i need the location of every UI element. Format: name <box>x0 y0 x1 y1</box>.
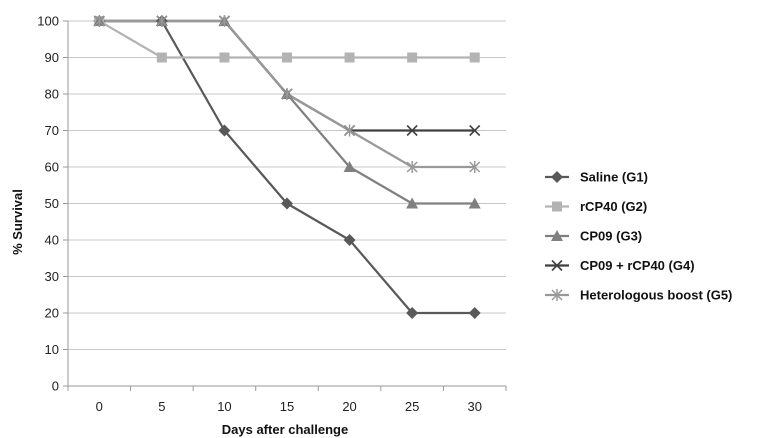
legend: Saline (G1) rCP40 (G2) CP09 (G3) CP09 + rCP… <box>545 170 732 303</box>
series-line-2 <box>98 20 475 59</box>
x-tick-label: 30 <box>467 399 481 414</box>
x-axis-title: Days after challenge <box>222 422 348 437</box>
data-point <box>281 197 293 210</box>
data-point <box>406 161 418 173</box>
y-tick-label: 30 <box>45 269 59 284</box>
x-tick-label: 0 <box>96 399 103 414</box>
data-point <box>469 52 480 63</box>
data-point <box>551 230 563 241</box>
data-point <box>344 124 356 137</box>
x-tick-labels: 0 5 10 15 20 25 30 <box>96 399 482 414</box>
data-point <box>219 52 230 63</box>
y-tick-label: 20 <box>45 306 59 321</box>
x-tick-label: 25 <box>405 399 419 414</box>
y-tick-label: 10 <box>45 342 59 357</box>
data-point <box>469 161 481 173</box>
x-tick-label: 20 <box>342 399 356 414</box>
data-point <box>406 124 418 137</box>
data-point <box>344 52 355 63</box>
legend-item: Saline (G1) <box>545 170 648 185</box>
x-tick-label: 15 <box>280 399 294 414</box>
data-point <box>406 197 419 209</box>
y-tick-labels: 0 10 20 30 40 50 60 70 80 90 100 <box>37 14 59 394</box>
data-point <box>218 15 230 27</box>
y-tick-label: 60 <box>45 160 59 175</box>
series-markers <box>93 15 481 319</box>
data-point <box>93 15 105 27</box>
y-axis-title: % Survival <box>10 189 25 255</box>
data-point <box>218 124 231 137</box>
data-point <box>156 15 168 27</box>
x-tick-label: 10 <box>217 399 231 414</box>
y-tick-label: 80 <box>45 87 59 102</box>
data-point <box>281 88 293 100</box>
y-tick-label: 0 <box>52 379 59 394</box>
data-point <box>469 124 481 137</box>
legend-item: CP09 (G3) <box>545 229 642 244</box>
data-point <box>406 307 419 319</box>
y-tick-label: 100 <box>37 14 59 29</box>
y-tick-label: 40 <box>45 233 59 248</box>
legend-label: CP09 + rCP40 (G4) <box>580 258 695 273</box>
data-point <box>156 52 167 63</box>
legend-label: rCP40 (G2) <box>580 199 647 214</box>
data-point <box>343 161 356 172</box>
data-point <box>552 201 562 212</box>
data-point <box>343 234 356 246</box>
legend-item: Heterologous boost (G5) <box>545 288 732 303</box>
data-point <box>551 171 563 183</box>
data-point <box>407 52 418 63</box>
y-tick-label: 70 <box>45 123 59 138</box>
y-tick-label: 50 <box>45 196 59 211</box>
legend-item: CP09 + rCP40 (G4) <box>545 258 695 273</box>
y-tick-label: 90 <box>45 50 59 65</box>
legend-label: CP09 (G3) <box>580 229 642 244</box>
series-line-3 <box>99 19 475 205</box>
legend-label: Saline (G1) <box>580 170 648 185</box>
data-point <box>551 289 563 301</box>
data-point <box>468 197 481 209</box>
legend-item: rCP40 (G2) <box>545 199 647 214</box>
x-tick-label: 5 <box>158 399 165 414</box>
legend-label: Heterologous boost (G5) <box>580 288 732 303</box>
series-line-4 <box>99 19 475 132</box>
data-point <box>468 307 481 319</box>
data-point <box>551 259 563 272</box>
data-point <box>282 52 292 63</box>
